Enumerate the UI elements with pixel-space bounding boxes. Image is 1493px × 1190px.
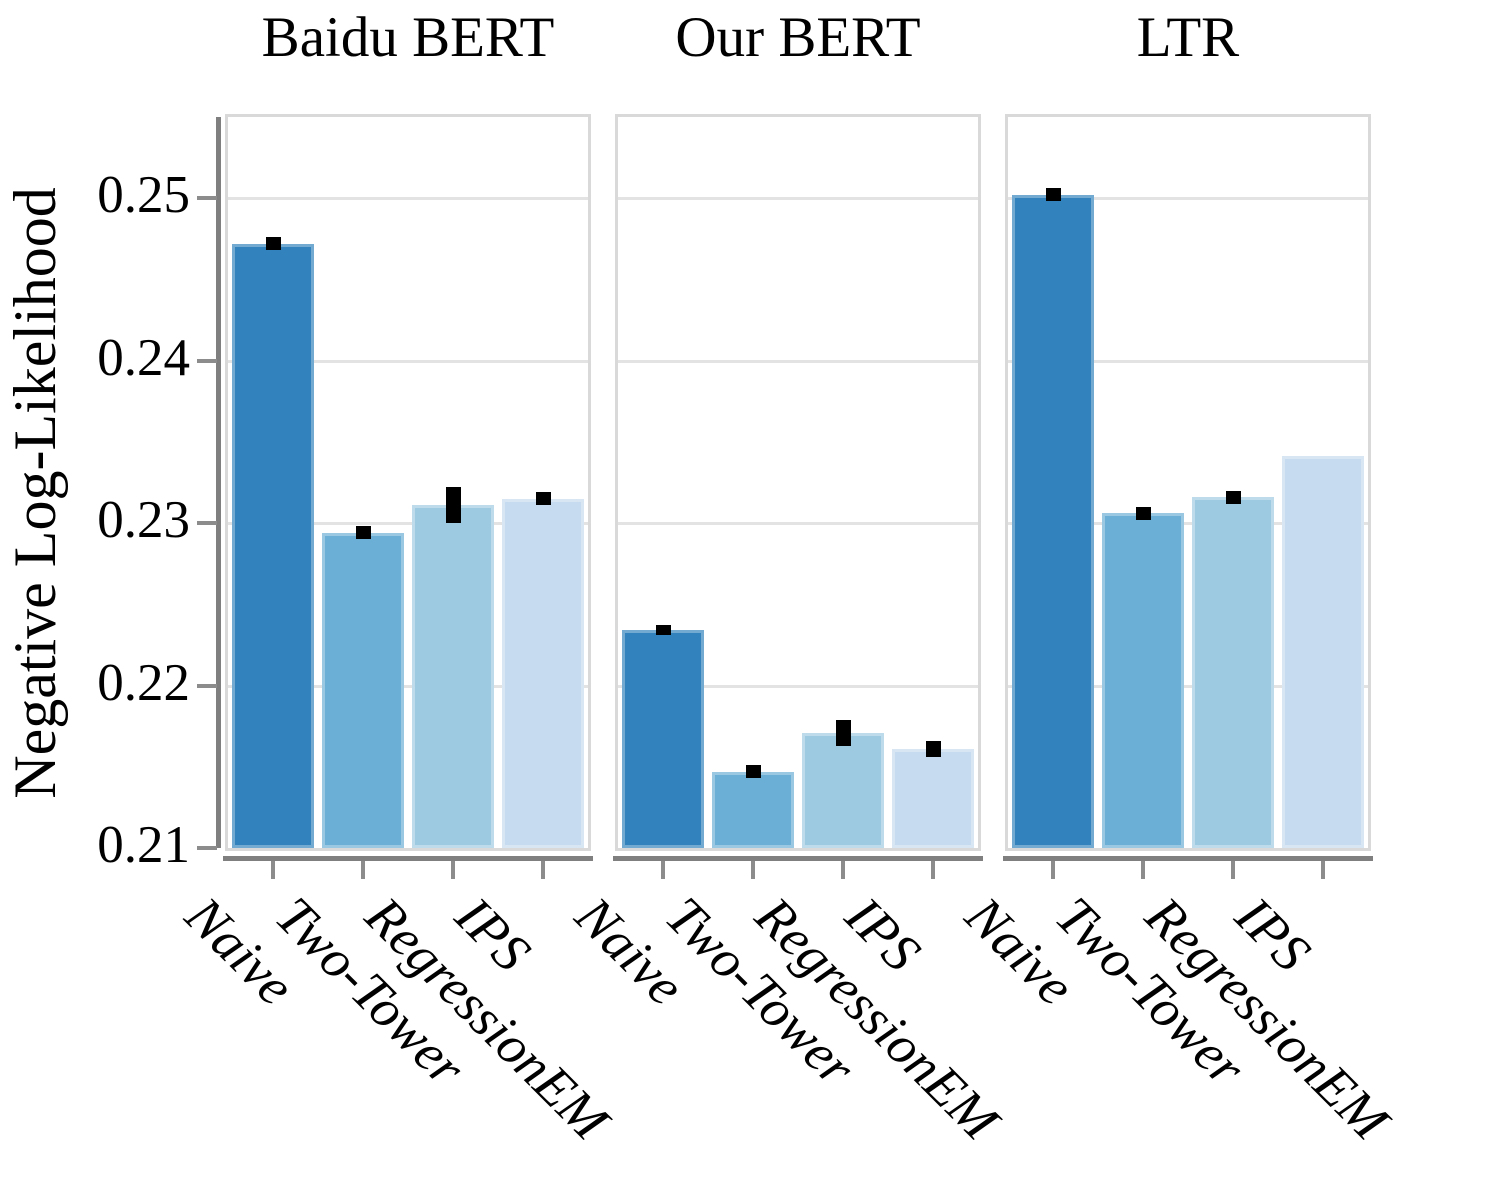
y-axis-tick-label: 0.24	[97, 328, 190, 387]
bar-ips	[892, 748, 974, 848]
x-axis-tick	[1231, 861, 1235, 879]
bar-naive	[622, 630, 704, 848]
y-axis-tick	[197, 358, 217, 363]
x-axis-tick	[1321, 861, 1325, 879]
y-axis-tick	[197, 683, 217, 688]
errorbar-naive	[1045, 188, 1061, 202]
y-axis-tick-label: 0.23	[97, 491, 190, 549]
y-axis-spine	[216, 117, 221, 848]
x-axis-tick	[541, 861, 545, 879]
gridline	[228, 197, 588, 200]
y-axis-tick	[197, 521, 217, 525]
y-axis-tick	[197, 196, 217, 200]
gridline	[618, 684, 978, 688]
panel-title-our-bert: Our BERT	[675, 6, 921, 69]
bar-ips	[502, 498, 584, 848]
x-axis-tick	[451, 861, 455, 879]
gridline	[1008, 359, 1368, 363]
gridline	[228, 522, 588, 525]
x-axis-tick	[271, 861, 275, 879]
bar-two-tower	[1102, 513, 1184, 848]
gridline	[228, 359, 588, 363]
bar-naive	[1012, 194, 1094, 848]
gridline	[1008, 522, 1368, 525]
errorbar-two-tower	[1135, 506, 1151, 520]
errorbar-naive	[655, 625, 671, 636]
errorbar-regressionem	[835, 719, 851, 746]
errorbar-two-tower	[745, 765, 761, 779]
bar-naive	[232, 243, 314, 848]
bar-two-tower	[322, 532, 404, 848]
gridline	[618, 197, 978, 200]
x-axis-tick	[661, 861, 665, 879]
bar-regressionem	[412, 505, 494, 848]
x-axis-tick	[1141, 861, 1145, 879]
errorbar-two-tower	[355, 526, 371, 540]
bar-regressionem	[1192, 497, 1274, 848]
panel-ltr	[1005, 114, 1371, 851]
errorbar-ips	[925, 740, 941, 757]
y-axis-tick-label: 0.22	[97, 653, 190, 712]
gridline	[228, 684, 588, 688]
x-axis-tick	[1051, 861, 1055, 879]
x-axis-spine	[613, 856, 983, 861]
y-axis-tick-label: 0.25	[97, 166, 190, 224]
x-axis-tick	[751, 861, 755, 879]
bar-regressionem	[802, 732, 884, 848]
x-axis-tick	[361, 861, 365, 879]
bar-two-tower	[712, 771, 794, 848]
panel-baidu-bert	[225, 114, 591, 851]
errorbar-naive	[265, 237, 281, 250]
x-axis-tick	[841, 861, 845, 879]
x-axis-spine	[223, 856, 593, 861]
gridline	[618, 522, 978, 525]
gridline	[618, 359, 978, 363]
y-axis-tick	[197, 846, 217, 850]
gridline	[1008, 197, 1368, 200]
errorbar-regressionem	[445, 487, 461, 523]
y-axis-label: Negative Log-Likelihood	[2, 187, 68, 799]
panel-title-baidu-bert: Baidu BERT	[261, 6, 555, 69]
panel-our-bert	[615, 114, 981, 851]
gridline	[1008, 684, 1368, 688]
panel-title-ltr: LTR	[1136, 6, 1240, 69]
x-axis-tick	[931, 861, 935, 879]
y-axis-tick-label: 0.21	[97, 816, 190, 874]
errorbar-ips	[535, 492, 551, 506]
bar-ips	[1282, 456, 1364, 848]
x-axis-spine	[1003, 856, 1373, 861]
errorbar-regressionem	[1225, 490, 1241, 504]
